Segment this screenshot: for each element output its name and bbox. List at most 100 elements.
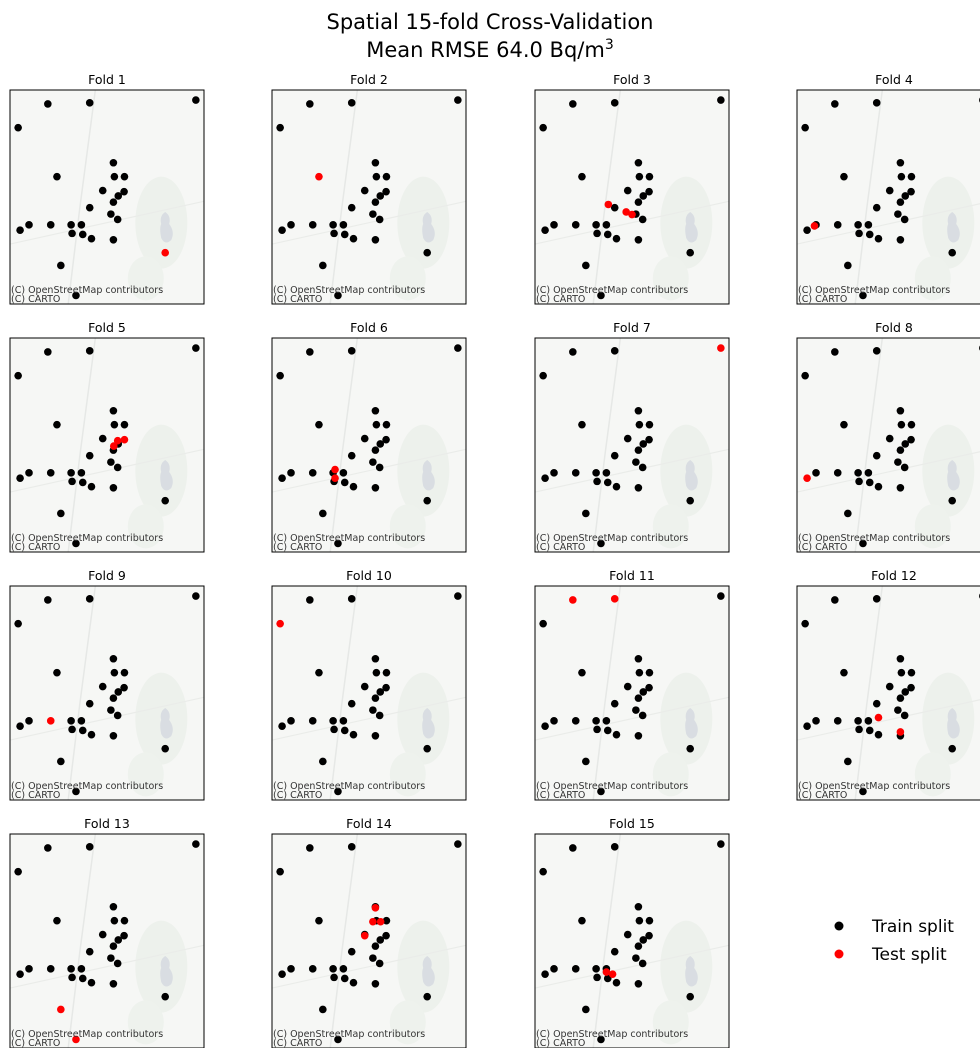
train-point (454, 592, 462, 600)
train-point (948, 496, 956, 505)
test-point (72, 1035, 80, 1044)
test-point (610, 595, 619, 603)
lake-shape (947, 707, 960, 739)
train-point (885, 434, 894, 443)
train-point (347, 99, 356, 107)
train-point (874, 730, 883, 739)
map-attribution: (C) CARTO (273, 542, 322, 553)
train-point (109, 406, 118, 415)
fold-title: Fold 7 (613, 320, 651, 335)
train-point (347, 699, 356, 708)
train-point (109, 732, 118, 740)
train-point (306, 348, 314, 356)
train-point (539, 619, 547, 628)
legend-test-label: Test split (871, 945, 947, 965)
train-point (901, 688, 910, 696)
road-line (592, 338, 622, 552)
road-line (797, 699, 980, 741)
road-line (535, 448, 729, 493)
train-point (833, 469, 842, 477)
train-point (375, 959, 384, 968)
train-point (872, 347, 881, 355)
test-point (331, 474, 339, 482)
park-area (652, 1000, 689, 1045)
fold-title: Fold 14 (346, 816, 392, 831)
figure-title-line2-text: Mean RMSE 64.0 Bq/m (366, 38, 605, 62)
train-point (623, 682, 632, 691)
train-point (865, 726, 874, 735)
train-point (98, 186, 107, 195)
train-point (372, 668, 381, 677)
train-point (844, 509, 852, 518)
train-point (539, 867, 547, 876)
train-point (319, 509, 327, 518)
train-point (645, 931, 653, 940)
basemap-features (10, 834, 204, 1048)
basemap-features (535, 338, 729, 552)
train-point (315, 668, 323, 677)
train-point (864, 469, 873, 477)
fold-panel: (C) OpenStreetMap contributors(C) CARTO F… (534, 72, 730, 305)
road-line (535, 200, 729, 245)
panel-frame (9, 337, 205, 553)
train-point (334, 539, 342, 548)
train-point (686, 992, 694, 1001)
train-point (330, 725, 338, 734)
train-point (339, 965, 348, 973)
lake-shape (685, 955, 698, 987)
park-area (652, 504, 689, 549)
train-point (161, 744, 169, 753)
panel-frame (534, 89, 730, 305)
test-point (608, 970, 617, 978)
train-point (541, 722, 549, 730)
map-attribution: (C) OpenStreetMap contributors (536, 1029, 688, 1040)
points (14, 592, 200, 796)
train-point (85, 347, 94, 355)
train-point (78, 230, 87, 239)
points (276, 592, 462, 796)
basemap-features (535, 90, 729, 304)
fold-title: Fold 12 (871, 568, 917, 583)
points (14, 96, 200, 300)
train-point (550, 717, 558, 725)
train-point (610, 99, 619, 107)
park-area (127, 752, 164, 797)
train-point (329, 965, 337, 973)
train-point (602, 469, 611, 477)
train-point (454, 344, 462, 352)
train-point (107, 706, 115, 714)
train-point (44, 100, 52, 108)
test-point (276, 619, 284, 628)
train-point (803, 226, 811, 234)
train-point (872, 99, 881, 107)
train-point (334, 1035, 342, 1044)
train-point (347, 843, 356, 851)
train-point (347, 595, 356, 603)
train-point (278, 722, 286, 730)
test-point (109, 442, 118, 450)
train-point (578, 668, 586, 677)
train-point (872, 699, 881, 708)
train-point (571, 965, 580, 973)
train-point (371, 406, 380, 415)
train-point (645, 172, 654, 181)
train-point (602, 717, 611, 725)
park-area (389, 752, 426, 797)
train-point (610, 203, 619, 212)
park-area (914, 504, 951, 549)
train-point (44, 348, 52, 356)
train-point (276, 123, 284, 132)
train-point (72, 291, 80, 300)
train-point (77, 221, 86, 229)
train-point (582, 261, 590, 270)
road-line (797, 451, 980, 493)
train-point (612, 978, 621, 987)
train-point (894, 706, 902, 714)
road-line (329, 586, 359, 800)
road-line (854, 338, 884, 552)
train-point (72, 539, 80, 548)
train-point (593, 229, 601, 238)
train-point (872, 595, 881, 603)
train-point (308, 717, 317, 725)
